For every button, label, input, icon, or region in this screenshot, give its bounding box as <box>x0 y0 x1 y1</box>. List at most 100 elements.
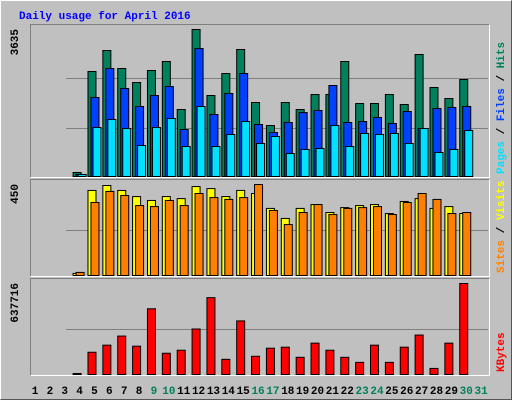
x-tick-label: 5 <box>91 386 98 398</box>
y-tick-label: 637716 <box>10 283 22 323</box>
bar <box>268 209 278 276</box>
legend: Pages / Files / Hits <box>496 42 508 174</box>
bar <box>313 204 323 276</box>
legend: Sites / Visits <box>496 181 508 273</box>
x-tick-label: 26 <box>400 386 413 398</box>
bar <box>226 134 236 177</box>
legend-entry: Visits <box>496 181 508 221</box>
panel-edge-dark <box>30 278 490 376</box>
bar <box>181 146 191 178</box>
x-tick-label: 28 <box>430 386 444 398</box>
legend-separator: / <box>496 68 508 88</box>
x-tick-label: 1 <box>32 386 39 398</box>
bar <box>355 361 365 376</box>
panel-edge-light <box>30 179 490 277</box>
bar <box>360 132 370 178</box>
x-tick-label: 23 <box>356 386 370 398</box>
bar <box>107 119 117 178</box>
bar <box>345 146 355 178</box>
bar <box>429 367 439 375</box>
chart-title: Daily usage for April 2016 <box>19 11 191 23</box>
bar <box>211 146 221 178</box>
x-tick-label: 21 <box>326 386 340 398</box>
bar <box>434 152 444 177</box>
bar <box>265 347 275 376</box>
bar <box>417 192 427 277</box>
bar <box>399 346 409 375</box>
bar <box>414 334 424 376</box>
panel-edge-light <box>30 24 490 178</box>
x-tick-label: 14 <box>222 386 236 398</box>
bar <box>241 121 251 177</box>
x-tick-label: 17 <box>266 386 279 398</box>
bar <box>298 212 308 277</box>
bar <box>370 344 380 376</box>
bar <box>196 105 206 177</box>
bar <box>325 349 335 375</box>
bar <box>132 345 142 375</box>
bar <box>92 127 102 177</box>
bar <box>179 205 189 277</box>
bar <box>404 143 414 177</box>
bar <box>358 207 368 276</box>
bar <box>254 184 264 276</box>
bar <box>221 358 231 376</box>
bar <box>340 356 350 375</box>
bar <box>285 153 295 177</box>
bar <box>72 372 82 376</box>
x-tick-label: 4 <box>76 386 83 398</box>
bar <box>166 118 176 177</box>
bar <box>384 361 394 376</box>
bar <box>447 213 457 276</box>
bar <box>146 308 156 375</box>
bar <box>389 132 399 178</box>
x-tick-label: 25 <box>385 386 399 398</box>
bar <box>102 344 112 376</box>
legend: KBytes <box>496 332 508 372</box>
x-tick-label: 24 <box>370 386 384 398</box>
bar <box>151 127 161 177</box>
bar <box>239 197 249 276</box>
bar <box>375 134 385 177</box>
x-tick-label: 22 <box>341 386 354 398</box>
bar <box>459 283 469 375</box>
bar <box>194 192 204 277</box>
panel-edge-dark <box>30 179 490 277</box>
x-tick-label: 19 <box>296 386 309 398</box>
bar <box>135 205 145 277</box>
legend-entry: Files <box>496 88 508 121</box>
legend-separator: / <box>496 220 508 240</box>
x-tick-label: 10 <box>162 386 175 398</box>
bar <box>164 199 174 277</box>
panel-edge-dark <box>30 24 490 178</box>
bar <box>191 328 201 375</box>
panel-edge-light <box>30 278 490 376</box>
bar <box>343 207 353 276</box>
y-tick-label: 450 <box>10 184 22 204</box>
bar <box>300 148 310 178</box>
bar <box>280 346 290 375</box>
bar <box>105 190 115 276</box>
bar <box>449 148 459 178</box>
x-tick-label: 16 <box>251 386 264 398</box>
x-tick-label: 20 <box>311 386 324 398</box>
bar <box>373 206 383 276</box>
x-tick-label: 30 <box>460 386 473 398</box>
legend-entry: Pages <box>496 141 508 174</box>
bar <box>387 214 397 276</box>
bar <box>432 198 442 276</box>
x-tick-label: 11 <box>177 386 191 398</box>
bar <box>161 352 171 375</box>
legend-entry: Sites <box>496 240 508 273</box>
legend-entry: Hits <box>496 42 508 68</box>
bar <box>224 198 234 276</box>
bar <box>236 320 246 376</box>
legend-separator: / <box>496 121 508 141</box>
x-tick-label: 15 <box>237 386 251 398</box>
bar <box>328 214 338 276</box>
x-tick-label: 9 <box>151 386 158 398</box>
bar <box>315 148 325 177</box>
x-tick-label: 13 <box>207 386 221 398</box>
